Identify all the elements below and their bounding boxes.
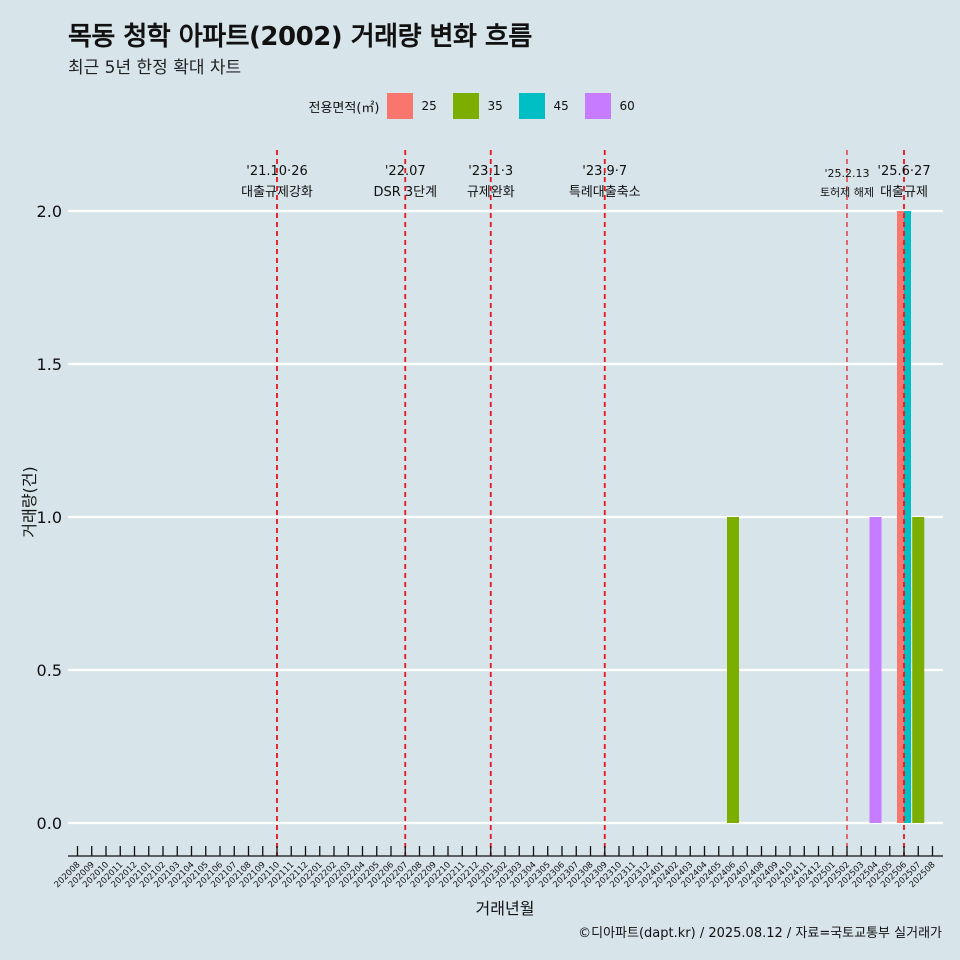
event-name-label: 대출규제: [880, 185, 928, 200]
y-tick-label: 0.0: [37, 814, 62, 833]
y-tick-label: 1.0: [37, 508, 62, 527]
chart-subtitle: 최근 5년 한정 확대 차트: [68, 58, 242, 78]
bar-25-202506: [897, 211, 904, 823]
legend-label-35: 35: [487, 99, 503, 113]
bar-45-202506: [904, 211, 911, 823]
legend-label-60: 60: [619, 99, 635, 113]
event-name-label: 토허제 해제: [820, 185, 874, 199]
event-date-label: '25.2.13: [824, 167, 869, 180]
legend-item-45: 45: [519, 93, 571, 119]
legend-label-45: 45: [553, 99, 569, 113]
source-caption: ©디아파트(dapt.kr) / 2025.08.12 / 자료=국토교통부 실…: [578, 926, 942, 941]
legend-key-35: [453, 93, 480, 119]
bar-35-202406: [727, 517, 739, 823]
bar-35-202507: [912, 517, 925, 823]
legend-key-45: [519, 93, 546, 119]
event-name-label: DSR 3단계: [373, 185, 437, 200]
event-date-label: '22.07: [385, 164, 426, 179]
event-name-label: 대출규제강화: [241, 185, 313, 200]
legend: 전용면적(㎡) 25 35 45 60: [0, 93, 960, 119]
chart-title: 목동 청학 아파트(2002) 거래량 변화 흐름: [68, 22, 532, 52]
bar-60-202504: [869, 517, 882, 823]
legend-key-60: [585, 93, 612, 119]
legend-item-25: 25: [387, 93, 439, 119]
event-date-label: '25.6·27: [877, 164, 930, 179]
event-name-label: 특례대출축소: [569, 185, 641, 200]
event-name-label: 규제완화: [467, 185, 515, 200]
legend-key-25: [387, 93, 414, 119]
event-date-label: '23.9·7: [582, 164, 627, 179]
legend-item-60: 60: [585, 93, 637, 119]
x-axis-title: 거래년월: [476, 899, 535, 918]
y-axis-title: 거래량(건): [20, 466, 39, 537]
legend-item-35: 35: [453, 93, 505, 119]
event-date-label: '23.1·3: [468, 164, 513, 179]
y-tick-label: 1.5: [37, 355, 62, 374]
legend-title: 전용면적(㎡): [308, 100, 380, 116]
y-tick-label: 0.5: [37, 661, 62, 680]
legend-label-25: 25: [421, 99, 437, 113]
y-tick-label: 2.0: [37, 202, 62, 221]
event-date-label: '21.10·26: [246, 164, 307, 179]
